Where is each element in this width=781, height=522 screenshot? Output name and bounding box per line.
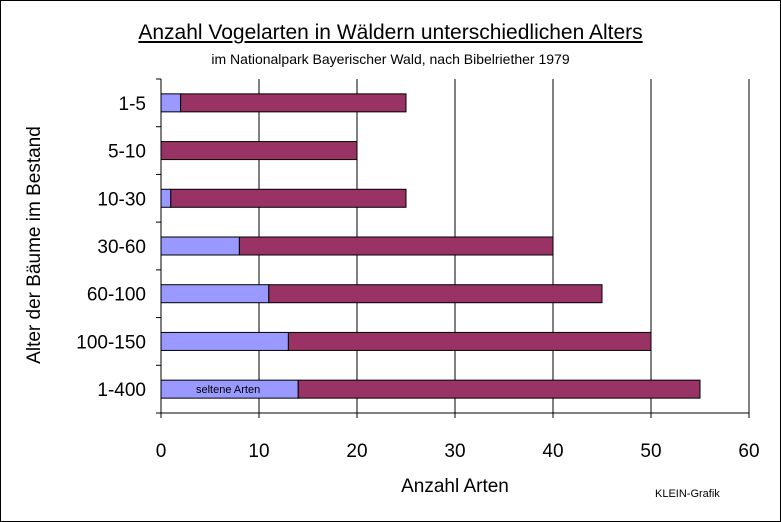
- bar-segment: [160, 93, 182, 113]
- x-tick-label: 60: [738, 441, 759, 462]
- bar-segment: [160, 331, 289, 351]
- bar-segment: [287, 331, 652, 351]
- category-label: 30-60: [97, 237, 146, 258]
- bar-segment: [160, 236, 240, 256]
- category-label: 5-10: [108, 142, 146, 163]
- bar-segment: [160, 141, 358, 161]
- bar-segment: [170, 188, 407, 208]
- x-tick-label: 20: [346, 441, 367, 462]
- credit-label: KLEIN-Grafik: [655, 488, 720, 500]
- category-label: 100-150: [76, 332, 146, 353]
- bar-segment: [297, 379, 701, 399]
- category-label: 60-100: [87, 285, 146, 306]
- category-label: 1-400: [97, 380, 146, 401]
- chart-subtitle: im Nationalpark Bayerischer Wald, nach B…: [211, 51, 570, 67]
- bar-segment: [238, 236, 554, 256]
- x-tick-label: 40: [542, 441, 563, 462]
- bar-segment: [160, 284, 270, 304]
- bar-segment: [160, 188, 172, 208]
- x-tick-label: 0: [156, 441, 167, 462]
- category-label: 1-5: [119, 94, 146, 115]
- x-tick-label: 30: [444, 441, 465, 462]
- chart-title: Anzahl Vogelarten in Wäldern unterschied…: [138, 21, 643, 44]
- category-label: 10-30: [97, 189, 146, 210]
- x-tick-label: 50: [640, 441, 661, 462]
- x-tick-label: 10: [248, 441, 269, 462]
- annotation-label: seltene Arten: [196, 384, 260, 396]
- x-axis-label: Anzahl Arten: [401, 476, 509, 497]
- bar-segment: [180, 93, 407, 113]
- bar-segment: [268, 284, 603, 304]
